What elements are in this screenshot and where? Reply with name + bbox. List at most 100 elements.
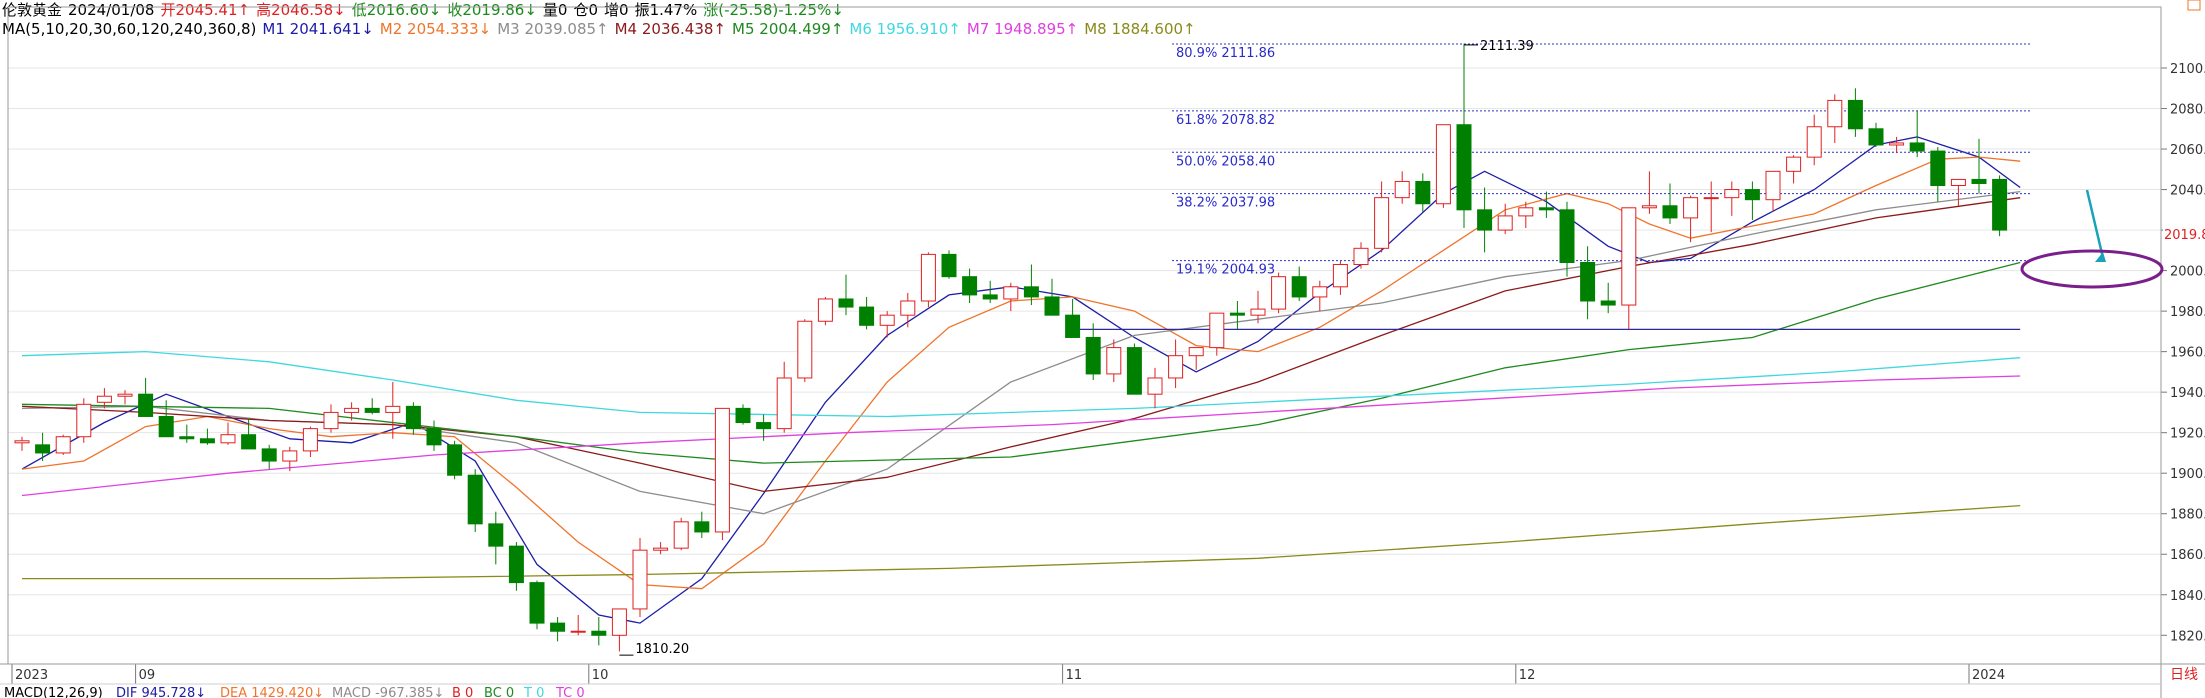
candle-body[interactable] [467, 474, 483, 525]
candle-body[interactable] [879, 314, 895, 326]
candle-body[interactable] [158, 415, 174, 438]
candle-body[interactable] [1332, 264, 1348, 288]
candle-body[interactable] [1971, 178, 1987, 184]
candle-body[interactable] [302, 428, 318, 452]
candle-body[interactable] [1435, 124, 1451, 205]
candle-body[interactable] [1662, 205, 1678, 219]
candle-body[interactable] [632, 549, 648, 610]
candle-body[interactable] [117, 393, 133, 397]
candle-body[interactable] [1930, 150, 1946, 187]
candle-body[interactable] [35, 444, 51, 454]
candle-body[interactable] [673, 521, 689, 549]
candle-body[interactable] [1456, 124, 1472, 211]
candle-body[interactable] [1827, 99, 1843, 128]
candle-body[interactable] [920, 253, 936, 302]
candle-body[interactable] [1580, 261, 1596, 302]
candle-body[interactable] [900, 300, 916, 316]
candle-body[interactable] [1085, 336, 1101, 375]
candle-body[interactable] [241, 434, 257, 450]
candle-body[interactable] [1765, 170, 1781, 201]
candle-body[interactable] [426, 428, 442, 446]
candle-body[interactable] [817, 298, 833, 322]
candle-body[interactable] [323, 411, 339, 430]
candle-body[interactable] [447, 444, 463, 476]
candle-body[interactable] [1477, 209, 1493, 231]
candle-body[interactable] [220, 434, 236, 444]
candle-body[interactable] [1374, 197, 1390, 249]
candle-body[interactable] [385, 405, 401, 413]
period-label[interactable]: 日线 [2170, 667, 2198, 683]
candle-body[interactable] [1209, 312, 1225, 349]
candle-body[interactable] [591, 630, 607, 636]
candle-body[interactable] [1497, 215, 1513, 231]
candle-body[interactable] [1312, 286, 1328, 298]
candle-body[interactable] [776, 377, 792, 430]
y-tick-label: 1820.00 [2170, 629, 2205, 644]
candle-body[interactable] [982, 294, 998, 300]
candle-body[interactable] [14, 440, 30, 444]
candle-body[interactable] [1106, 347, 1122, 375]
candle-body[interactable] [1538, 207, 1554, 211]
candle-body[interactable] [488, 523, 504, 547]
candle-body[interactable] [1992, 178, 2008, 231]
candle-body[interactable] [1559, 209, 1575, 263]
candle-body[interactable] [1168, 355, 1184, 379]
candle-body[interactable] [1621, 207, 1637, 306]
candle-body[interactable] [1147, 377, 1163, 395]
candle-body[interactable] [405, 405, 421, 430]
candle-body[interactable] [1044, 296, 1060, 316]
candle-body[interactable] [1724, 189, 1740, 199]
candle-body[interactable] [1353, 247, 1369, 266]
candle-body[interactable] [344, 407, 360, 413]
candle-body[interactable] [55, 436, 71, 454]
candle-body[interactable] [1065, 314, 1081, 338]
candle-body[interactable] [570, 630, 586, 633]
candle-body[interactable] [261, 448, 277, 462]
candle-body[interactable] [1394, 180, 1410, 199]
candle-body[interactable] [76, 403, 92, 438]
candle-body[interactable] [735, 407, 751, 424]
candle-body[interactable] [941, 253, 957, 278]
candle-body[interactable] [508, 545, 524, 584]
candle-body[interactable] [653, 547, 669, 551]
candle-body[interactable] [1847, 99, 1863, 130]
candle-body[interactable] [1023, 286, 1039, 298]
candle-body[interactable] [1003, 286, 1019, 300]
candle-body[interactable] [1415, 180, 1431, 205]
candle-body[interactable] [1250, 308, 1266, 316]
candle-body[interactable] [611, 608, 627, 636]
candle-body[interactable] [859, 306, 875, 326]
candle-body[interactable] [1600, 300, 1616, 306]
candle-body[interactable] [838, 298, 854, 308]
candle-body[interactable] [1889, 142, 1905, 146]
candle-body[interactable] [714, 407, 730, 533]
candle-body[interactable] [1229, 312, 1245, 316]
candle-body[interactable] [1641, 205, 1657, 209]
candle-body[interactable] [1909, 142, 1925, 152]
candle-body[interactable] [199, 438, 215, 444]
candle-body[interactable] [550, 622, 566, 632]
candle-body[interactable] [797, 320, 813, 379]
candle-body[interactable] [364, 407, 380, 413]
candle-body[interactable] [1703, 197, 1719, 200]
candle-body[interactable] [1683, 197, 1699, 219]
candle-body[interactable] [1868, 128, 1884, 146]
candle-body[interactable] [962, 276, 978, 296]
candle-body[interactable] [1271, 276, 1287, 310]
candle-body[interactable] [179, 436, 195, 440]
candle-body[interactable] [1126, 347, 1142, 395]
candle-body[interactable] [756, 422, 772, 430]
candle-body[interactable] [1291, 276, 1307, 298]
candle-body[interactable] [1786, 156, 1802, 172]
candle-body[interactable] [1518, 207, 1534, 217]
candle-body[interactable] [96, 395, 112, 403]
candle-body[interactable] [1188, 347, 1204, 357]
candle-body[interactable] [1744, 189, 1760, 201]
candle-body[interactable] [282, 450, 298, 462]
candle-body[interactable] [694, 521, 710, 533]
candle-body[interactable] [1950, 178, 1966, 187]
candle-body[interactable] [138, 393, 154, 417]
candle-body[interactable] [529, 582, 545, 624]
candle-body[interactable] [1806, 126, 1822, 158]
